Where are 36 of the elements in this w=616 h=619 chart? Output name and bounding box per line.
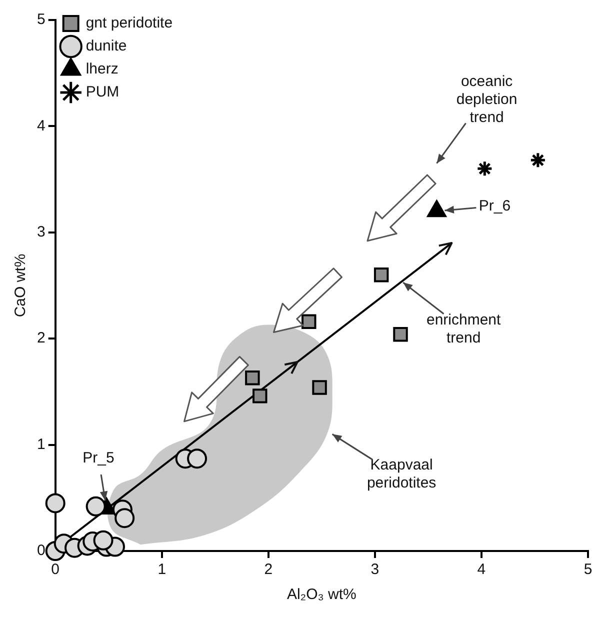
- y-tick-label: 5: [37, 11, 46, 28]
- annotation: Pr_5: [82, 450, 114, 467]
- point: [93, 530, 114, 550]
- point: [252, 388, 268, 404]
- point: [245, 370, 260, 386]
- y-tick-label: 0: [37, 542, 46, 560]
- x-tick-label: 2: [264, 561, 273, 578]
- point: [114, 508, 135, 528]
- point: [187, 448, 208, 469]
- x-tick-label: 1: [158, 561, 166, 578]
- annotation: enrichment trend: [426, 311, 502, 346]
- y-tick-label: 2: [37, 330, 46, 347]
- y-tick-label: 4: [37, 117, 46, 134]
- y-tick-label: 1: [37, 436, 46, 453]
- annotation: Pr_6: [478, 197, 511, 214]
- legend-label: lherz: [86, 60, 118, 78]
- legend-label: gnt peridotite: [86, 14, 173, 32]
- legend-label: dunite: [86, 38, 127, 55]
- x-tick-label: 3: [370, 561, 380, 578]
- point: [86, 496, 106, 516]
- point: [302, 314, 316, 329]
- annotation: Kaapvaal peridotites: [366, 456, 436, 492]
- y-axis-title: CaO wt%: [12, 254, 30, 318]
- annotation: oceanic depletion trend: [456, 72, 518, 126]
- point: [476, 160, 493, 177]
- point: [45, 493, 66, 514]
- point: [393, 326, 408, 342]
- x-tick-label: 0: [51, 561, 60, 578]
- point: [374, 268, 389, 282]
- x-tick-label: 4: [477, 561, 486, 578]
- point: [312, 380, 327, 395]
- y-tick-label: 3: [37, 224, 46, 241]
- legend-label: PUM: [86, 84, 120, 101]
- x-axis-title: Al₂O₃ wt%: [286, 586, 356, 604]
- point: [530, 152, 546, 168]
- x-tick-label: 5: [584, 561, 592, 578]
